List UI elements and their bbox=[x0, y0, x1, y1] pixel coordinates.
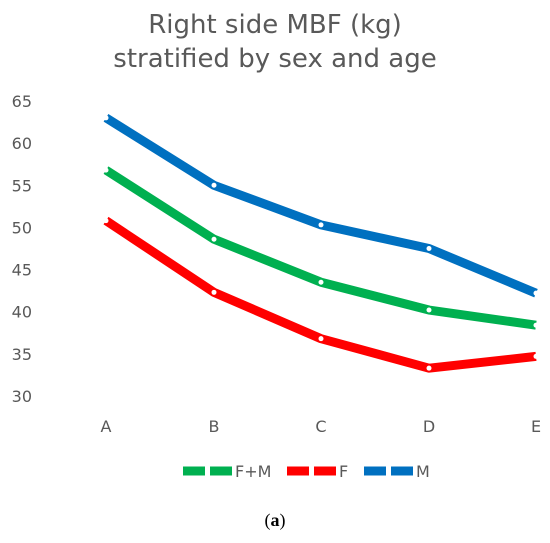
data-point-marker bbox=[426, 365, 432, 371]
y-tick-label: 45 bbox=[12, 261, 32, 280]
y-tick-label: 35 bbox=[12, 345, 32, 364]
x-tick-label: C bbox=[315, 417, 326, 436]
caption-close-paren: ) bbox=[279, 510, 286, 530]
y-tick-label: 30 bbox=[12, 387, 32, 406]
x-tick-label: E bbox=[531, 417, 541, 436]
y-tick-label: 55 bbox=[12, 176, 32, 195]
data-point-marker bbox=[211, 289, 217, 295]
data-point-marker bbox=[318, 336, 324, 342]
caption-letter: a bbox=[270, 510, 280, 530]
y-tick-label: 65 bbox=[12, 92, 32, 111]
x-axis-tick-labels: A B C D E bbox=[101, 417, 542, 436]
chart-title-line-2: stratified by sex and age bbox=[113, 44, 437, 74]
data-point-marker bbox=[318, 222, 324, 228]
data-point-marker bbox=[211, 182, 217, 188]
data-point-marker bbox=[211, 236, 217, 242]
series-lines bbox=[103, 114, 539, 373]
data-point-marker bbox=[103, 115, 109, 121]
series-line-f-m bbox=[103, 166, 537, 330]
data-point-marker bbox=[426, 307, 432, 313]
data-point-marker bbox=[103, 218, 109, 224]
y-tick-label: 40 bbox=[12, 303, 32, 322]
data-point-marker bbox=[103, 167, 109, 173]
line-chart: 30 35 40 45 50 55 60 65 A B C D E F+M F M bbox=[12, 92, 542, 481]
data-point-marker bbox=[318, 279, 324, 285]
chart-title-line-1: Right side MBF (kg) bbox=[148, 10, 402, 40]
y-tick-label: 60 bbox=[12, 134, 32, 153]
x-tick-label: A bbox=[101, 417, 112, 436]
legend: F+M F M bbox=[183, 462, 430, 481]
caption-open-paren: ( bbox=[264, 510, 271, 530]
data-point-marker bbox=[426, 246, 432, 251]
legend-label: F+M bbox=[235, 462, 271, 481]
data-point-marker bbox=[533, 290, 539, 296]
legend-label: M bbox=[416, 462, 430, 481]
data-point-marker bbox=[533, 322, 539, 328]
y-axis-tick-labels: 30 35 40 45 50 55 60 65 bbox=[12, 92, 32, 406]
y-tick-label: 50 bbox=[12, 218, 32, 237]
x-tick-label: D bbox=[423, 417, 435, 436]
legend-label: F bbox=[339, 462, 348, 481]
x-tick-label: B bbox=[209, 417, 220, 436]
series-line-f bbox=[103, 216, 537, 373]
figure-caption: (a) bbox=[0, 510, 550, 531]
data-point-marker bbox=[533, 353, 539, 359]
